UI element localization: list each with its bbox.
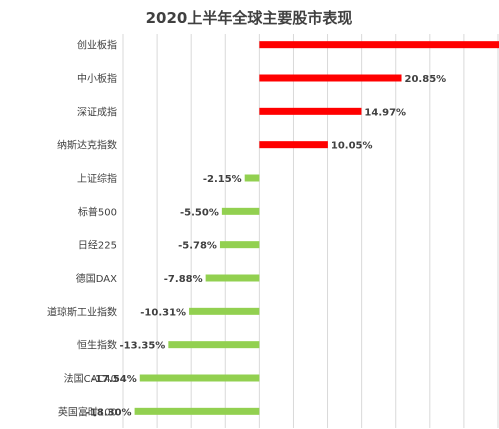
value-label: -5.78% (178, 241, 217, 252)
bar (259, 74, 402, 82)
category-label: 法国CAC40 (64, 372, 117, 385)
value-label: -10.31% (140, 307, 186, 318)
category-label: 纳斯达克指数 (57, 139, 117, 152)
value-label: -13.35% (120, 341, 166, 352)
category-label: 标普500 (78, 205, 117, 218)
bars (134, 41, 499, 415)
bar (189, 307, 260, 315)
value-label: -7.88% (164, 274, 203, 285)
category-label: 德国DAX (76, 272, 117, 285)
category-label: 中小板指 (77, 72, 117, 85)
bar (221, 207, 260, 215)
value-label: -5.50% (180, 207, 219, 218)
chart-title: 2020上半年全球主要股市表现 (146, 9, 353, 27)
bar (259, 141, 328, 149)
value-labels: 35.60%20.85%14.97%10.05%-2.15%-5.50%-5.7… (86, 74, 447, 418)
category-label: 上证综指 (77, 172, 117, 185)
category-label: 日经225 (78, 239, 117, 252)
bar (219, 241, 260, 249)
value-label: 20.85% (405, 74, 447, 85)
bar (259, 107, 362, 115)
bar (168, 341, 260, 349)
category-label: 恒生指数 (77, 339, 117, 352)
value-label: 14.97% (364, 107, 406, 118)
bar (259, 41, 499, 49)
value-label: -2.15% (203, 174, 242, 185)
bar (244, 174, 260, 182)
grid-lines (122, 34, 499, 428)
category-label: 道琼斯工业指数 (47, 305, 117, 318)
value-label: -18.30% (86, 407, 132, 418)
category-label: 英国富时100 (58, 405, 117, 418)
bar (205, 274, 260, 282)
value-label: -17.54% (91, 374, 137, 385)
bar (134, 407, 260, 415)
value-label: 10.05% (331, 141, 373, 152)
category-label: 创业板指 (77, 39, 117, 52)
bar (139, 374, 260, 382)
category-label: 深证成指 (77, 105, 117, 118)
